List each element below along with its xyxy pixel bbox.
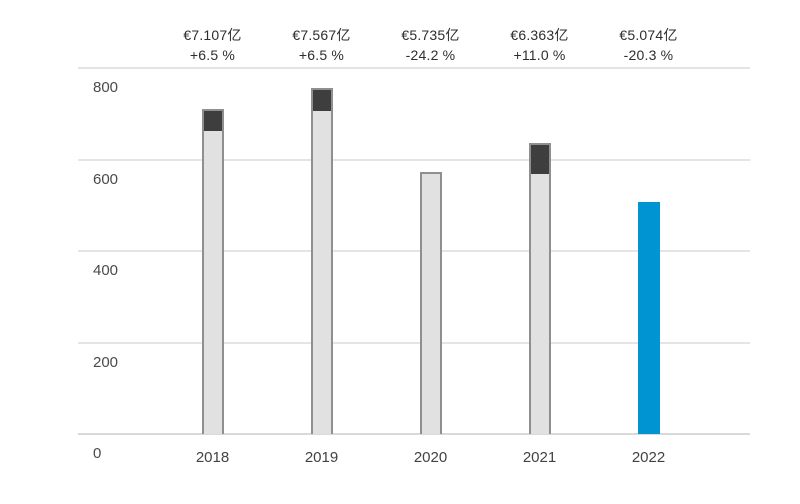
annotation-2019: €7.567亿 +6.5 % [247,25,397,65]
bar-2019[interactable] [310,87,333,434]
gridline-200 [78,341,750,344]
value-label-2020: €5.735亿 [401,27,460,43]
value-label-2022: €5.074亿 [619,27,678,43]
annotation-2021: €6.363亿 +11.0 % [465,25,615,65]
gridline-400 [78,250,750,252]
y-axis-label-0: 0 [93,445,102,462]
change-label-2021: +11.0 % [513,47,566,63]
change-label-2020: -24.2 % [405,47,456,63]
y-axis-label-600: 600 [93,170,119,188]
change-label-2019: +6.5 % [298,47,345,63]
gridline-800 [78,67,750,69]
annotation-2020: €5.735亿 -24.2 % [356,25,506,65]
gridline-0 [78,433,750,435]
x-axis-label-2021: 2021 [522,449,557,466]
bar-2022[interactable] [637,201,660,434]
bar-2019-increase-segment [312,89,331,111]
bar-2018[interactable] [201,108,224,434]
annotation-2022: €5.074亿 -20.3 % [574,25,724,65]
annotation-2018: €7.107亿 +6.5 % [138,25,288,65]
value-label-2021: €6.363亿 [510,27,569,43]
bar-2020[interactable] [419,171,442,434]
y-axis-label-800: 800 [93,79,119,96]
bar-2021[interactable] [528,142,551,434]
value-label-2019: €7.567亿 [292,27,351,43]
gridline-600 [78,158,750,161]
value-label-2018: €7.107亿 [183,27,242,43]
bar-2018-increase-segment [203,110,222,131]
change-label-2022: -20.3 % [623,47,674,63]
bar-2021-increase-segment [530,144,549,174]
x-axis-label-2019: 2019 [304,449,339,466]
x-axis-label-2018: 2018 [195,449,230,466]
change-label-2018: +6.5 % [189,47,236,63]
y-axis-label-200: 200 [93,353,119,371]
y-axis-label-400: 400 [93,262,119,279]
x-axis-label-2022: 2022 [631,449,666,466]
x-axis-label-2020: 2020 [413,449,448,466]
